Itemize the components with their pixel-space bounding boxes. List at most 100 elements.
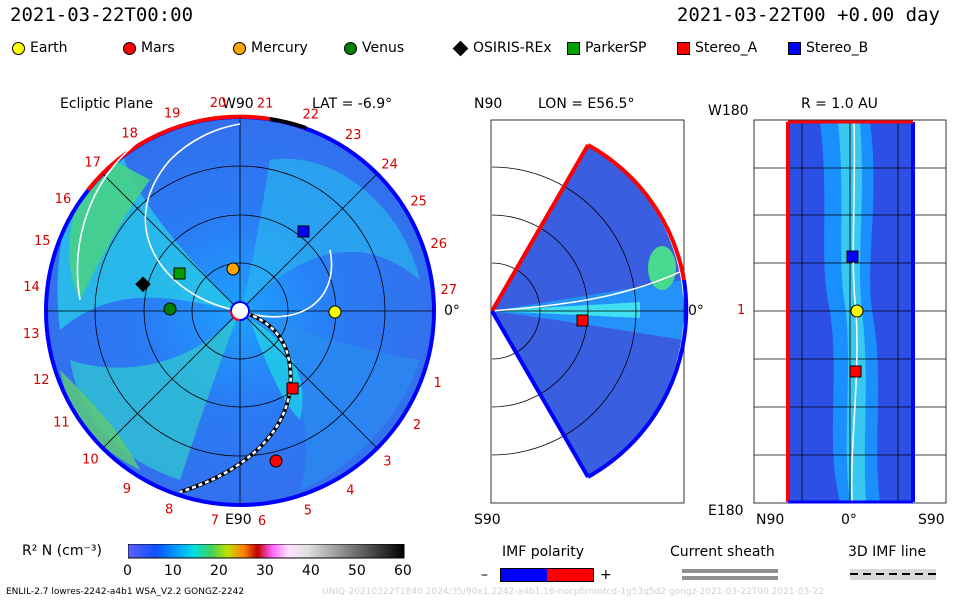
meridional-top-left: N90 — [474, 96, 503, 112]
colorbar-tick: 0 — [123, 563, 132, 579]
carrington-label: 4 — [346, 484, 354, 499]
mars-marker-icon — [123, 41, 136, 55]
carrington-label: 22 — [303, 107, 320, 122]
radial-xlabel-s90: S90 — [918, 512, 945, 528]
radial-title: R = 1.0 AU — [801, 96, 878, 112]
meridional-bottom-left: S90 — [474, 512, 501, 528]
time-left: 2021-03-22T00:00 — [10, 4, 194, 26]
mercury-marker — [226, 262, 240, 276]
colorbar-tick: 30 — [256, 563, 274, 579]
stereo-a-meridional-marker — [576, 314, 589, 327]
imf-line-swatch — [850, 569, 936, 580]
carrington-label: 5 — [304, 504, 312, 519]
legend-osiris-rex: OSIRIS-REx — [452, 40, 552, 56]
carrington-label: 12 — [33, 373, 50, 388]
carrington-label: 26 — [430, 237, 447, 252]
current-sheath-swatch — [682, 569, 778, 573]
stereo-a-marker-icon — [677, 41, 690, 55]
meridional-lon: LON = E56.5° — [538, 96, 635, 112]
imf-line-title: 3D IMF line — [848, 544, 927, 560]
carrington-label: 23 — [345, 128, 362, 143]
parkersp-marker-icon — [567, 41, 580, 55]
carrington-longitude-labels: 20 21222324252627123456789101112131415161… — [23, 96, 457, 529]
colorbar-label: R² N (cm⁻³) — [22, 543, 102, 559]
ecliptic-lat: LAT = -6.9° — [312, 96, 393, 112]
stereo-b-radial-marker — [846, 250, 859, 263]
legend-stereo-b: Stereo_B — [788, 40, 868, 56]
legend-venus: Venus — [344, 40, 404, 56]
imf-polarity-bar — [500, 568, 594, 582]
time-right: 2021-03-22T00 +0.00 day — [676, 4, 940, 26]
carrington-label: 10 — [82, 452, 99, 467]
venus-marker-icon — [344, 41, 357, 55]
legend-parkersp: ParkerSP — [567, 40, 646, 56]
carrington-label: 6 — [258, 514, 266, 529]
legend-mars: Mars — [123, 40, 175, 56]
carrington-label: 18 — [121, 126, 138, 141]
legend-label: Mercury — [251, 40, 308, 56]
colorbar-tick: 50 — [348, 563, 366, 579]
legend-label: OSIRIS-REx — [473, 40, 552, 56]
legend-label: Stereo_B — [806, 40, 869, 56]
carrington-label: 7 — [211, 514, 219, 529]
footer-left: ENLIL-2.7 lowres-2242-a4b1 WSA_V2.2 GONG… — [6, 587, 245, 597]
mercury-marker-icon — [233, 41, 246, 55]
carrington-label: 8 — [165, 503, 173, 518]
ecliptic-title: Ecliptic Plane — [60, 96, 154, 112]
legend-label: Venus — [362, 40, 405, 56]
radial-mid-label: 1 — [737, 303, 746, 318]
colorbar-tick: 20 — [210, 563, 228, 579]
carrington-label: 11 — [53, 415, 70, 430]
earth-marker-icon — [12, 41, 25, 55]
carrington-label: 1 — [434, 376, 442, 391]
colorbar-tick: 10 — [164, 563, 182, 579]
ecliptic-bottom-label: E90 — [225, 512, 252, 528]
osiris-rex-marker — [135, 276, 151, 293]
legend-label: Stereo_A — [695, 40, 758, 56]
carrington-label: 19 — [164, 106, 181, 121]
stereo-a-marker — [286, 382, 299, 395]
carrington-label: 17 — [84, 155, 101, 170]
parkersp-marker — [173, 267, 186, 280]
carrington-label: 9 — [123, 482, 131, 497]
density-colorbar — [128, 544, 405, 559]
carrington-label: 20 — [210, 96, 227, 111]
mars-marker — [269, 454, 283, 468]
carrington-label: 3 — [383, 455, 391, 470]
legend-earth: Earth — [12, 40, 68, 56]
radial-top-left: W180 — [708, 103, 749, 119]
ecliptic-top-label: W90 — [222, 96, 254, 112]
earth-radial-marker — [850, 304, 864, 318]
colorbar-tick: 60 — [394, 563, 412, 579]
imf-plus: + — [600, 567, 612, 583]
carrington-label: 2 — [413, 418, 421, 433]
legend-label: Earth — [30, 40, 68, 56]
imf-polarity-title: IMF polarity — [502, 544, 585, 560]
carrington-label: 16 — [55, 192, 72, 207]
carrington-label: 13 — [23, 327, 40, 342]
radial-xlabel-0: 0° — [841, 512, 857, 528]
imf-minus: – — [481, 567, 488, 583]
legend-stereo-a: Stereo_A — [677, 40, 757, 56]
legend-mercury: Mercury — [233, 40, 308, 56]
carrington-label: 15 — [34, 234, 51, 249]
earth-marker — [328, 305, 342, 319]
stereo-a-radial-marker — [849, 365, 862, 378]
carrington-label: 21 — [257, 97, 274, 112]
radial-xlabel-n90: N90 — [756, 512, 785, 528]
meridional-right-label: 0° — [688, 303, 704, 319]
legend-label: Mars — [141, 40, 175, 56]
stereo-b-marker — [297, 225, 310, 238]
current-sheath-title: Current sheath — [670, 544, 775, 560]
carrington-label: 27 — [441, 283, 458, 298]
colorbar-tick: 40 — [302, 563, 320, 579]
stereo-b-marker-icon — [788, 41, 801, 55]
radial-bottom-left: E180 — [708, 503, 744, 519]
carrington-label: 14 — [23, 280, 40, 295]
carrington-label: 24 — [381, 158, 398, 173]
ecliptic-positive-polarity-arc — [86, 114, 271, 192]
legend-label: ParkerSP — [585, 40, 647, 56]
